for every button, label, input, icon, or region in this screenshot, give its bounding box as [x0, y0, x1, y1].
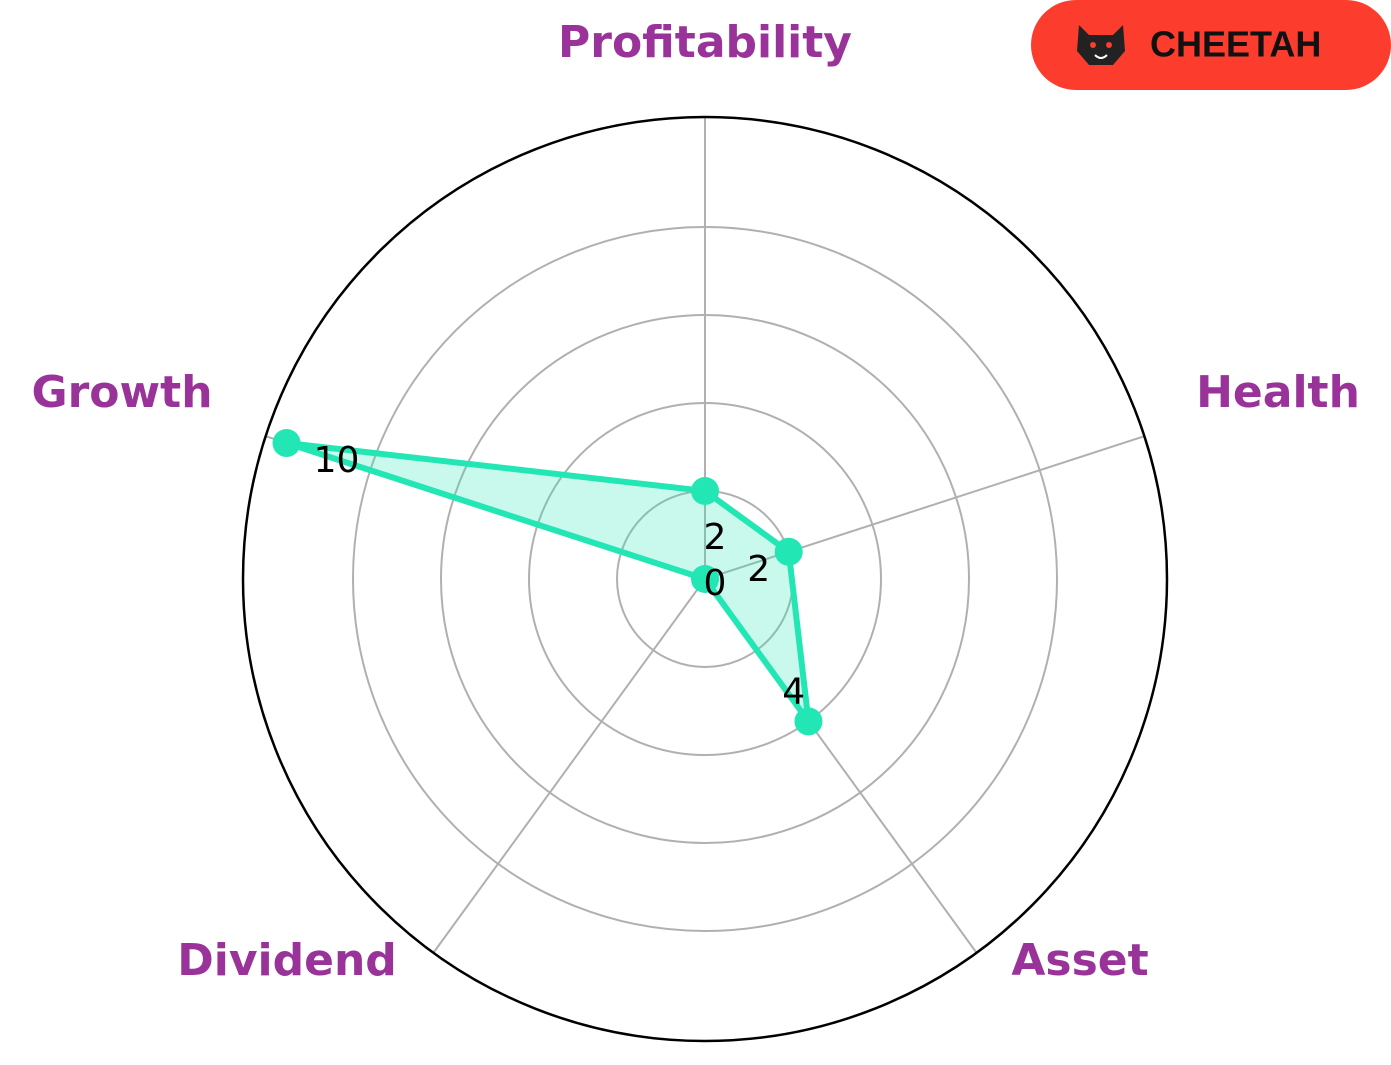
data-point — [794, 707, 823, 736]
axis-label: Asset — [1011, 935, 1148, 986]
value-label: 0 — [704, 563, 727, 604]
data-point — [272, 429, 301, 458]
badge-icon — [1077, 25, 1125, 65]
value-label: 2 — [704, 517, 727, 558]
data-point — [691, 565, 719, 593]
data-area — [283, 440, 812, 725]
axis-label: Dividend — [177, 935, 397, 986]
axis-label: Profitability — [558, 17, 852, 68]
badge-text: CHEETAH — [1150, 24, 1321, 65]
badge-background — [1031, 0, 1391, 90]
axis-label: Growth — [31, 367, 212, 418]
value-label: 4 — [782, 671, 805, 712]
value-label: 10 — [314, 440, 360, 481]
badge: CHEETAH — [1031, 0, 1391, 90]
data-point — [774, 537, 803, 566]
value-label: 2 — [747, 549, 770, 590]
outer-circle — [241, 115, 1169, 1043]
spoke — [432, 578, 706, 954]
data-point — [691, 477, 719, 505]
axis-label: Health — [1196, 367, 1360, 418]
